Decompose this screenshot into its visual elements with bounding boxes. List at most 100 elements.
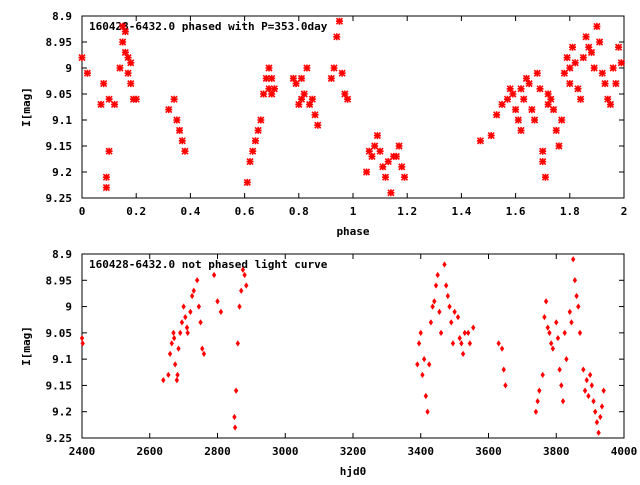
- data-point: [415, 361, 420, 368]
- data-point: [181, 303, 186, 310]
- data-point: [432, 298, 437, 305]
- data-point: [265, 64, 273, 72]
- data-point: [493, 111, 501, 119]
- data-point: [105, 147, 113, 155]
- data-point: [503, 382, 508, 389]
- data-point: [537, 387, 542, 394]
- data-point: [589, 382, 594, 389]
- data-point: [79, 334, 85, 342]
- data-point: [437, 308, 442, 315]
- data-point: [169, 340, 174, 347]
- data-point: [371, 142, 379, 150]
- data-point: [571, 59, 579, 67]
- data-point: [587, 48, 596, 56]
- data-point: [243, 178, 251, 186]
- y-tick-label: 8.9: [52, 248, 72, 261]
- data-point: [615, 43, 623, 51]
- data-point: [181, 147, 189, 155]
- data-point: [387, 189, 395, 197]
- data-point: [514, 116, 522, 124]
- data-point: [102, 173, 110, 181]
- data-point: [235, 340, 240, 347]
- x-tick-label: 3000: [272, 445, 299, 458]
- y-axis-label: I[mag]: [20, 326, 33, 366]
- data-point: [379, 163, 387, 171]
- x-tick-label: 0.2: [126, 205, 146, 218]
- data-point: [438, 329, 444, 336]
- data-point: [420, 371, 425, 379]
- y-tick-label: 9: [65, 62, 72, 75]
- data-point: [344, 95, 352, 103]
- data-point: [533, 69, 541, 77]
- data-point: [540, 371, 545, 379]
- data-point: [368, 152, 376, 160]
- data-point: [552, 126, 560, 134]
- data-point: [590, 64, 598, 72]
- data-point: [127, 80, 135, 88]
- x-tick-label: 1.4: [451, 205, 471, 218]
- data-point: [381, 173, 390, 181]
- data-point: [362, 168, 371, 176]
- data-point: [466, 329, 471, 336]
- data-point: [617, 59, 625, 67]
- data-point: [132, 95, 140, 103]
- data-point: [542, 313, 547, 321]
- data-point: [398, 163, 406, 171]
- data-point: [547, 329, 552, 336]
- data-point: [547, 95, 555, 103]
- x-tick-label: 0: [79, 205, 86, 218]
- data-point: [506, 85, 514, 93]
- x-tick-label: 2400: [69, 445, 96, 458]
- data-point: [161, 377, 166, 384]
- x-tick-label: 3200: [340, 445, 367, 458]
- data-point: [188, 308, 193, 315]
- y-tick-label: 9.25: [46, 192, 73, 205]
- data-point: [119, 22, 127, 30]
- data-point: [539, 147, 547, 155]
- data-point: [268, 74, 276, 82]
- data-point: [549, 340, 554, 347]
- data-point: [596, 429, 601, 436]
- y-tick-label: 8.95: [46, 36, 73, 49]
- data-point: [239, 287, 244, 294]
- data-point: [392, 152, 400, 160]
- data-point: [167, 350, 173, 358]
- chart-panel-1: 0 0.2 0.4 0.6 0.8 1 1.2 1.4 1.6 1.8 2 8.9 8.95 9 9.05 9…: [20, 10, 627, 238]
- data-series: [78, 17, 625, 197]
- x-tick-label: 2600: [137, 445, 164, 458]
- data-point: [517, 85, 525, 93]
- data-point: [365, 147, 373, 155]
- data-point: [430, 303, 435, 310]
- data-point: [539, 158, 547, 166]
- data-point: [200, 345, 205, 352]
- data-point: [119, 38, 127, 46]
- data-point: [83, 69, 91, 77]
- data-point: [297, 95, 306, 103]
- data-point: [78, 54, 86, 62]
- data-point: [535, 398, 540, 405]
- data-point: [211, 271, 217, 279]
- data-point: [447, 303, 452, 310]
- y-tick-label: 8.95: [46, 274, 73, 287]
- x-tick-label: 1.8: [560, 205, 580, 218]
- data-series: [79, 256, 606, 436]
- data-point: [116, 64, 124, 72]
- x-tick-label: 0.6: [235, 205, 255, 218]
- data-point: [306, 100, 314, 108]
- data-point: [233, 387, 239, 394]
- data-point: [335, 17, 344, 25]
- y-tick-label: 9.05: [46, 327, 73, 340]
- data-point: [560, 69, 568, 77]
- data-point: [314, 121, 322, 129]
- data-point: [520, 95, 528, 103]
- data-point: [577, 329, 583, 336]
- data-point: [585, 43, 593, 51]
- x-tick-label: 3600: [475, 445, 502, 458]
- data-point: [559, 382, 564, 389]
- data-point: [249, 147, 257, 155]
- data-point: [594, 419, 600, 426]
- data-point: [554, 319, 559, 326]
- data-point: [330, 64, 338, 72]
- data-point: [544, 90, 552, 98]
- x-tick-label: 2: [621, 205, 628, 218]
